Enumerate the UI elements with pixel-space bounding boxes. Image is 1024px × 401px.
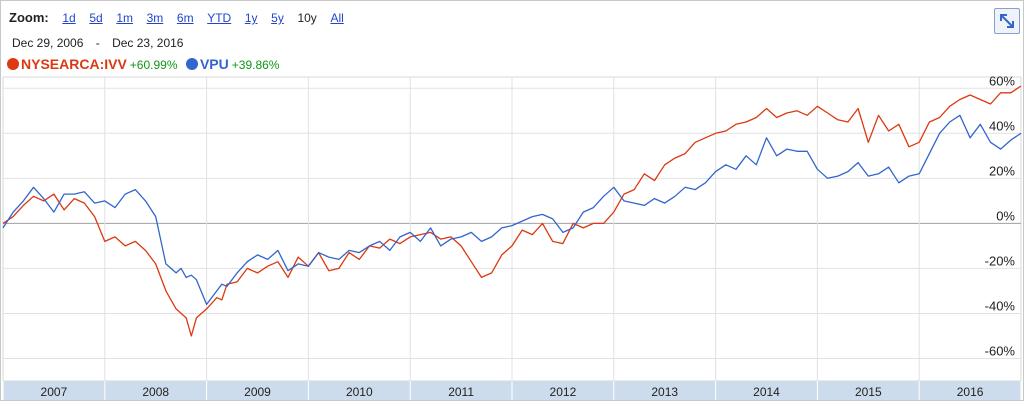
x-tick-label: 2014 — [753, 385, 780, 399]
y-tick-label: 60% — [989, 73, 1015, 88]
expand-icon — [1000, 14, 1014, 28]
y-tick-label: 20% — [989, 163, 1015, 178]
date-range: Dec 29, 2006 - Dec 23, 2016 — [9, 34, 186, 52]
zoom-10y[interactable]: 10y — [297, 11, 317, 25]
zoom-3m[interactable]: 3m — [146, 11, 164, 25]
series-dot-icon — [7, 58, 19, 70]
zoom-1m[interactable]: 1m — [116, 11, 133, 25]
x-tick-label: 2007 — [41, 385, 68, 399]
zoom-all[interactable]: All — [330, 11, 344, 25]
x-tick-label: 2008 — [142, 385, 169, 399]
zoom-ytd[interactable]: YTD — [207, 11, 232, 25]
y-tick-label: -40% — [985, 298, 1016, 313]
legend-name: VPU — [199, 56, 229, 72]
zoom-5y[interactable]: 5y — [271, 11, 284, 25]
date-separator: - — [95, 36, 100, 50]
series-line-ivv — [2, 85, 1022, 337]
series-line-vpu — [2, 114, 1022, 306]
zoom-label: Zoom: — [9, 10, 49, 25]
x-tick-label: 2011 — [448, 385, 474, 399]
x-tick-label: 2012 — [550, 385, 577, 399]
legend-name: NYSEARCA:IVV — [21, 56, 127, 72]
x-tick-label: 2010 — [346, 385, 373, 399]
zoom-6m[interactable]: 6m — [176, 11, 194, 25]
zoom-bar: Zoom: 1d 5d 1m 3m 6m YTD 1y 5y 10y All — [9, 10, 354, 25]
series-dot-icon — [185, 58, 198, 70]
legend-entry-ivv[interactable]: NYSEARCA:IVV +60.99% — [7, 56, 178, 74]
legend-change: +60.99% — [129, 58, 178, 72]
y-tick-label: -20% — [985, 253, 1016, 268]
legend-change: +39.86% — [231, 58, 280, 72]
legend: NYSEARCA:IVV +60.99% VPU +39.86% — [7, 56, 283, 74]
end-date-field[interactable]: Dec 23, 2016 — [112, 36, 184, 50]
legend-entry-vpu[interactable]: VPU +39.86% — [185, 56, 280, 74]
start-date-field[interactable]: Dec 29, 2006 — [12, 36, 84, 50]
y-tick-label: 0% — [996, 208, 1015, 223]
zoom-1y[interactable]: 1y — [244, 11, 258, 25]
x-tick-label: 2015 — [855, 385, 882, 399]
zoom-1d[interactable]: 1d — [62, 11, 76, 25]
x-tick-label: 2013 — [651, 385, 678, 399]
x-tick-label: 2016 — [957, 385, 984, 399]
expand-button[interactable] — [994, 8, 1020, 34]
x-tick-label: 2009 — [244, 385, 271, 399]
y-tick-label: -60% — [985, 343, 1016, 358]
zoom-5d[interactable]: 5d — [89, 11, 103, 25]
y-tick-label: 40% — [989, 118, 1015, 133]
